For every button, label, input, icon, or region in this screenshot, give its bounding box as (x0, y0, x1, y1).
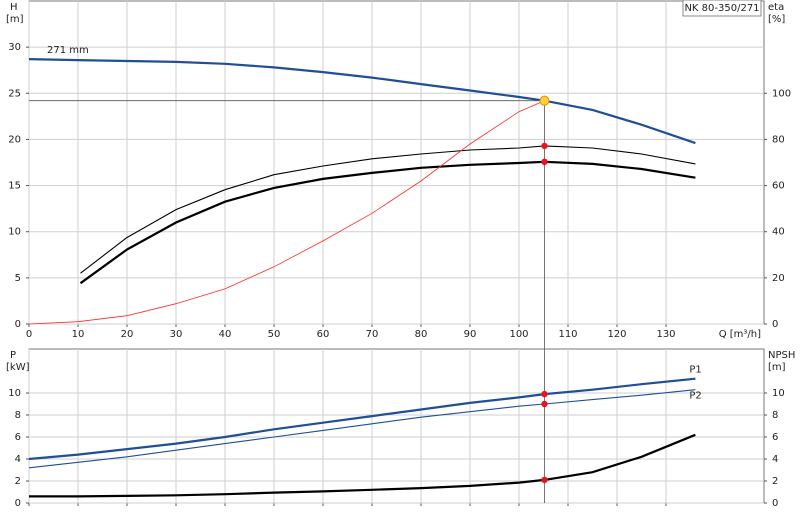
operating-marker (541, 142, 548, 150)
plot-frame (28, 348, 765, 504)
x-tick-label: 120 (607, 329, 626, 340)
y-tick-label: 10 (8, 388, 21, 399)
y-tick-label: 4 (15, 454, 21, 465)
y-tick-label: 0 (15, 498, 21, 509)
x-tick-label: 110 (558, 329, 577, 340)
grid (26, 0, 767, 506)
y2-axis-unit: [%] (768, 14, 785, 25)
y-tick-label: 15 (8, 181, 21, 192)
x-tick-label: 80 (415, 329, 428, 340)
curve (79, 160, 696, 285)
y-tick-label: 8 (15, 410, 21, 421)
curves (28, 58, 696, 503)
curve-label: 271 mm (47, 45, 89, 56)
y-axis-label: H (10, 2, 18, 13)
x-tick-label: 50 (268, 329, 281, 340)
y-tick-label: 0 (15, 319, 21, 330)
y-axis-label: P (10, 350, 16, 361)
y2-tick-label: 6 (772, 432, 778, 443)
x-tick-label: 60 (317, 329, 330, 340)
curve (29, 433, 696, 498)
chart-title: NK 80-350/271 (684, 3, 759, 14)
y2-tick-label: 10 (772, 388, 785, 399)
y2-axis-label: eta (768, 2, 784, 13)
y2-tick-label: 0 (772, 498, 778, 509)
y2-tick-label: 80 (772, 134, 785, 145)
curve (28, 58, 696, 145)
y-axis-unit: [kW] (6, 362, 30, 373)
y-tick-label: 25 (8, 88, 21, 99)
operating-marker (541, 158, 548, 166)
x-tick-label: 0 (26, 329, 32, 340)
y2-tick-label: 2 (772, 476, 778, 487)
y-tick-label: 5 (15, 273, 21, 284)
x-tick-label: 70 (366, 329, 379, 340)
operating-marker (541, 400, 548, 408)
x-tick-label: 100 (509, 329, 528, 340)
x-tick-label: 90 (464, 329, 477, 340)
curve-label: P2 (689, 391, 701, 402)
y2-tick-label: 8 (772, 410, 778, 421)
curve (28, 377, 696, 461)
x-tick-label: 40 (219, 329, 232, 340)
plot-frame (28, 0, 765, 325)
y-tick-label: 2 (15, 476, 21, 487)
operating-marker (541, 390, 548, 398)
markers (539, 95, 550, 484)
y2-tick-label: 60 (772, 181, 785, 192)
x-tick-label: 20 (121, 329, 134, 340)
curve (80, 145, 696, 274)
y-tick-label: 20 (8, 134, 21, 145)
y2-tick-label: 40 (772, 227, 785, 238)
x-tick-label: 130 (656, 329, 675, 340)
y2-tick-label: 100 (772, 88, 791, 99)
operating-marker (539, 95, 550, 106)
curve-label: P1 (689, 365, 701, 376)
title-box (682, 0, 762, 17)
y-tick-label: 6 (15, 432, 21, 443)
y-tick-label: 10 (8, 227, 21, 238)
curve (28, 100, 545, 325)
y-axis-unit: [m] (6, 14, 24, 25)
y2-axis-unit: [m] (768, 362, 786, 373)
y-tick-label: 30 (8, 42, 21, 53)
y2-tick-label: 20 (772, 273, 785, 284)
x-tick-label: 30 (170, 329, 183, 340)
y2-tick-label: 4 (772, 454, 778, 465)
x-axis-label: Q [m³/h] (719, 329, 761, 340)
operating-marker (541, 476, 548, 484)
y2-tick-label: 0 (772, 319, 778, 330)
x-tick-label: 10 (72, 329, 85, 340)
curve (28, 389, 696, 469)
y2-axis-label: NPSH (768, 350, 795, 361)
